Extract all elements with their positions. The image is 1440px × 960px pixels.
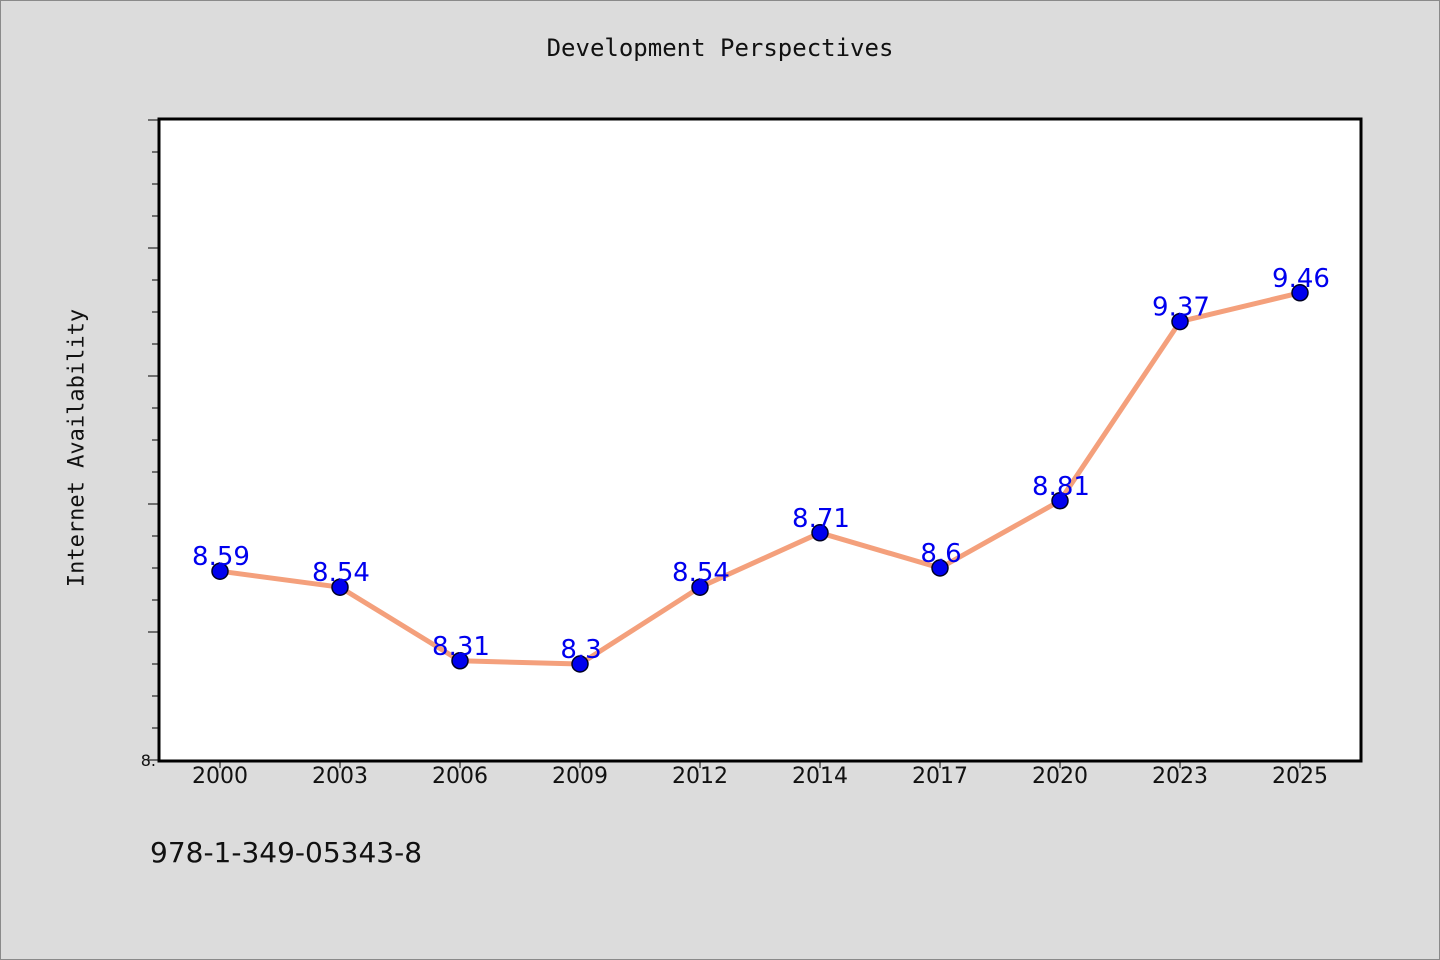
data-label: 8.31: [432, 632, 490, 662]
markers-group: [211, 284, 1309, 673]
data-point: [1171, 312, 1189, 331]
x-tick-label: 2012: [672, 764, 728, 789]
y-axis-ticks: 8.: [141, 119, 160, 770]
data-label: 9.37: [1152, 293, 1210, 323]
x-tick-label: 2017: [912, 764, 968, 789]
x-tick-label: 2025: [1272, 764, 1328, 789]
series-line-group: [217, 290, 1303, 667]
x-tick-label: 2023: [1152, 764, 1208, 789]
x-tick-label: 2006: [432, 764, 488, 789]
x-tick-label: 2000: [192, 764, 248, 789]
data-label: 8.59: [192, 542, 250, 572]
data-labels-group: 8.59 8.54 8.31 8.3 8.54 8.71 8.6 8.81 9.37 9.46: [192, 264, 1330, 665]
series-line: [217, 290, 1303, 667]
plot-area: [157, 117, 1363, 763]
chart-title: Development Perspectives: [546, 34, 894, 62]
x-tick-label: 2020: [1032, 764, 1088, 789]
data-label: 8.71: [792, 504, 850, 534]
x-tick-label: 2014: [792, 764, 848, 789]
data-label: 9.46: [1272, 264, 1330, 294]
data-point: [811, 524, 829, 542]
data-label: 8.3: [560, 635, 601, 665]
data-point: [211, 562, 229, 580]
data-point: [571, 655, 589, 673]
data-label: 8.6: [920, 539, 961, 569]
data-label: 8.54: [672, 558, 730, 588]
data-label: 8.81: [1032, 472, 1090, 502]
y-tick-label: 8.: [141, 751, 156, 770]
data-point: [331, 578, 349, 596]
data-label: 8.54: [312, 558, 370, 588]
data-point: [1291, 284, 1309, 302]
data-point: [691, 578, 709, 596]
x-tick-label: 2009: [552, 764, 608, 789]
x-axis-ticks: 2000 2003 2006 2009 2012 2014 2017 2020 2023 2025: [192, 760, 1328, 789]
data-point: [931, 559, 949, 577]
x-tick-label: 2003: [312, 764, 368, 789]
data-point: [451, 652, 469, 670]
data-point: [1051, 492, 1069, 510]
footer-code: 978-1-349-05343-8: [150, 836, 423, 869]
